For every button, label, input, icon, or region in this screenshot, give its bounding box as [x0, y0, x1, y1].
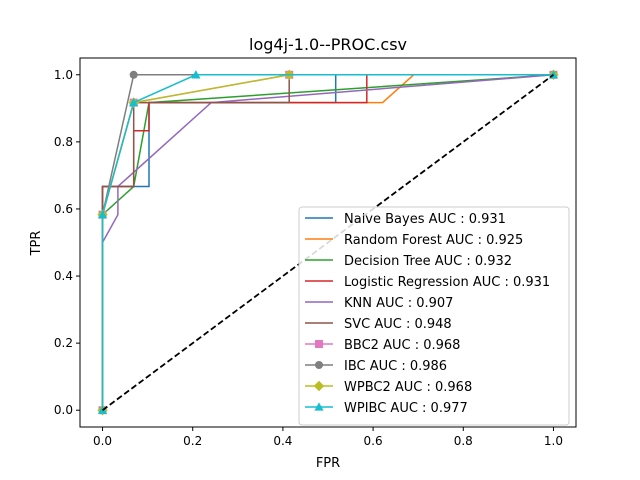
series-marker [315, 340, 323, 348]
legend-item: IBC AUC : 0.986 [305, 359, 447, 374]
x-tick-label: 1.0 [544, 434, 563, 448]
y-tick-label: 0.6 [54, 202, 73, 216]
legend-label: BBC2 AUC : 0.968 [344, 338, 460, 353]
legend-label: Decision Tree AUC : 0.932 [344, 254, 512, 269]
series-marker [191, 70, 201, 79]
legend-item: Naive Bayes AUC : 0.931 [305, 212, 506, 227]
x-tick-label: 0.8 [454, 434, 473, 448]
legend-box [298, 206, 570, 426]
y-tick-label: 0.4 [54, 269, 73, 283]
legend-label: Naive Bayes AUC : 0.931 [344, 212, 506, 227]
legend-label: WPIBC AUC : 0.977 [344, 401, 468, 416]
legend-item: BBC2 AUC : 0.968 [305, 338, 460, 353]
y-tick-label: 1.0 [54, 68, 73, 82]
series-marker [129, 98, 139, 107]
x-axis-ticks: 0.0 0.2 0.4 0.6 0.8 1.0 [93, 427, 563, 448]
legend-item: Random Forest AUC : 0.925 [305, 233, 523, 248]
legend-item: Logistic Regression AUC : 0.931 [305, 275, 550, 290]
legend-item: WPIBC AUC : 0.977 [305, 401, 468, 416]
series-marker [313, 380, 325, 392]
legend-label: SVC AUC : 0.948 [344, 317, 452, 332]
series-marker [315, 361, 323, 369]
series-9 [97, 70, 559, 414]
series-marker [314, 402, 324, 411]
series-marker [129, 70, 138, 79]
legend-item: WPBC2 AUC : 0.968 [305, 380, 472, 395]
y-tick-label: 0.8 [54, 135, 73, 149]
y-tick-label: 0.2 [54, 336, 73, 350]
x-tick-label: 0.6 [364, 434, 383, 448]
legend: Naive Bayes AUC : 0.931 Random Forest AUC… [298, 206, 570, 426]
chart-title: log4j-1.0--PROC.csv [249, 35, 407, 54]
x-axis-label: FPR [316, 456, 340, 471]
legend-item: SVC AUC : 0.948 [305, 317, 452, 332]
y-tick-label: 0.0 [54, 403, 73, 417]
legend-item: Decision Tree AUC : 0.932 [305, 254, 512, 269]
legend-label: Random Forest AUC : 0.925 [344, 233, 523, 248]
legend-label: IBC AUC : 0.986 [344, 359, 447, 374]
legend-item: KNN AUC : 0.907 [305, 296, 453, 311]
plot-content [97, 69, 559, 416]
y-axis-ticks: 0.0 0.2 0.4 0.6 0.8 1.0 [54, 68, 80, 417]
series-marker [97, 210, 108, 219]
y-axis-label: TPR [29, 231, 44, 257]
x-tick-label: 0.2 [183, 434, 202, 448]
x-tick-label: 0.4 [273, 434, 292, 448]
legend-label: Logistic Regression AUC : 0.931 [344, 275, 550, 290]
axes-frame [79, 57, 577, 428]
legend-label: KNN AUC : 0.907 [344, 296, 453, 311]
legend-label: WPBC2 AUC : 0.968 [344, 380, 472, 395]
x-tick-label: 0.0 [93, 434, 112, 448]
